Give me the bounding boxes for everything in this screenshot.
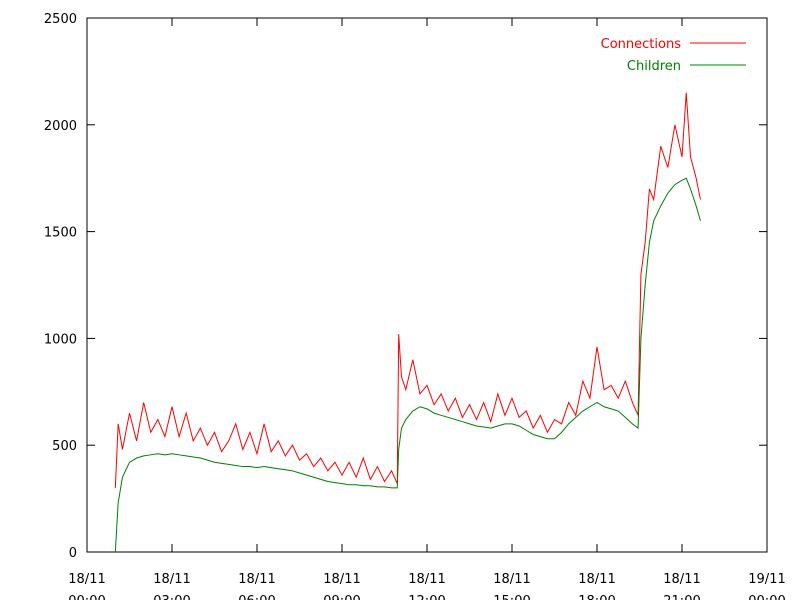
y-tick-label: 1500 [44, 226, 77, 241]
y-tick-label: 2000 [44, 119, 77, 134]
x-tick-label: 19/1100:00 [748, 572, 785, 600]
series-line [114, 92, 701, 488]
legend-label: Children [627, 59, 681, 74]
x-tick-label: 18/1109:00 [323, 572, 360, 600]
y-tick-label: 1000 [44, 332, 77, 347]
x-tick-label: 18/1115:00 [493, 572, 530, 600]
x-tick-label: 18/1112:00 [408, 572, 445, 600]
legend-label: Connections [601, 37, 682, 52]
plot-frame [86, 17, 768, 553]
x-tick-label: 18/1100:00 [68, 572, 105, 600]
y-tick-label: 500 [52, 439, 77, 454]
x-tick-label: 18/1121:00 [663, 572, 700, 600]
y-tick-label: 0 [69, 546, 77, 561]
y-tick-label: 2500 [44, 12, 77, 27]
series-line [114, 177, 701, 553]
x-tick-label: 18/1106:00 [238, 572, 275, 600]
x-tick-label: 18/1103:00 [153, 572, 190, 600]
